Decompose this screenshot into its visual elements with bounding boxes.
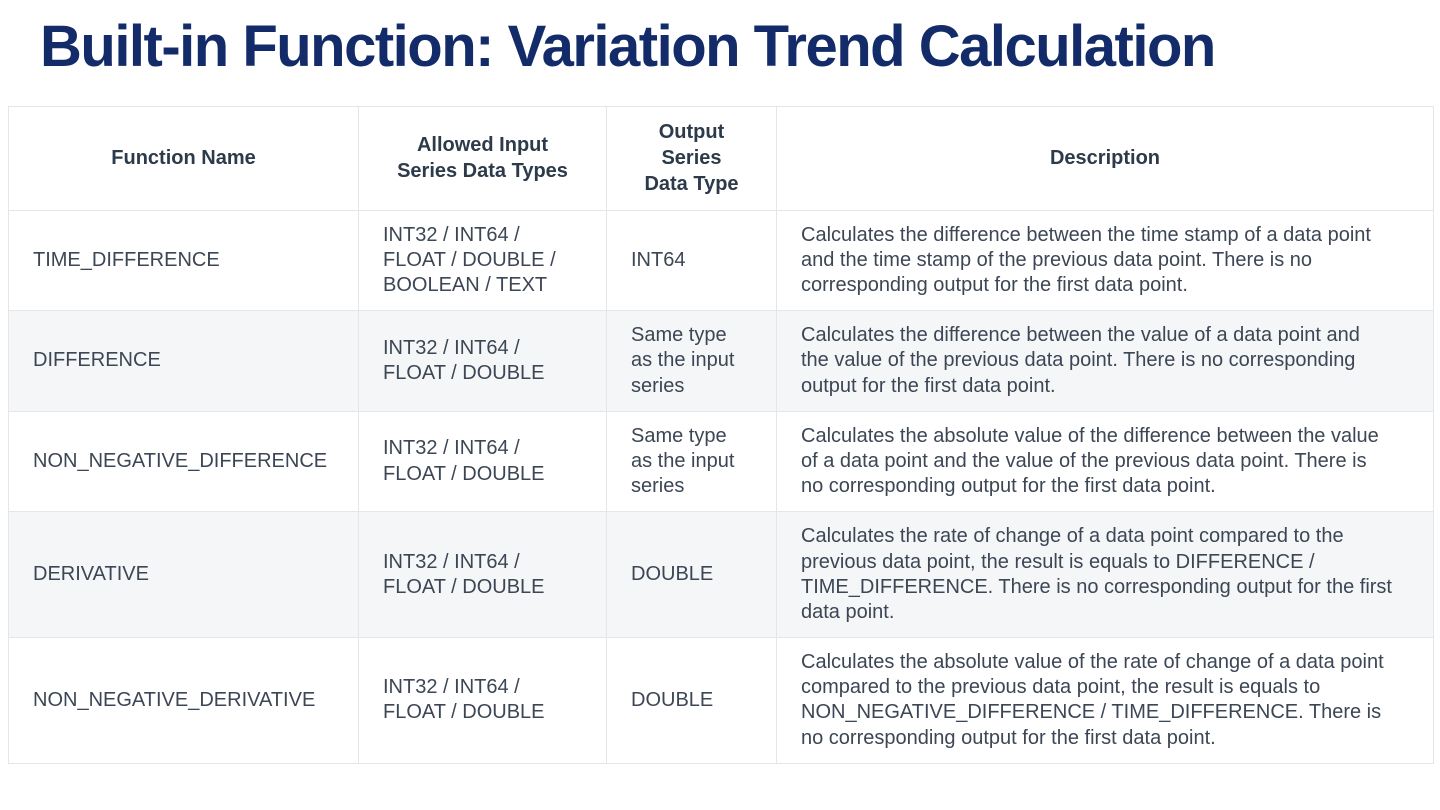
table-header: Function Name Allowed Input Series Data …	[8, 105, 1434, 211]
cell-function-name: NON_NEGATIVE_DIFFERENCE	[8, 410, 359, 513]
cell-function-name: NON_NEGATIVE_DERIVATIVE	[8, 637, 359, 764]
table-row: DIFFERENCE INT32 / INT64 / FLOAT / DOUBL…	[8, 310, 1434, 412]
cell-function-name: DIFFERENCE	[8, 310, 359, 412]
cell-output-type: DOUBLE	[606, 637, 777, 764]
cell-input-types: INT32 / INT64 / FLOAT / DOUBLE	[358, 511, 607, 639]
cell-description: Calculates the absolute value of the dif…	[776, 410, 1434, 513]
cell-output-type: Same type as the input series	[606, 310, 777, 412]
cell-function-name: TIME_DIFFERENCE	[8, 209, 359, 312]
table-row: DERIVATIVE INT32 / INT64 / FLOAT / DOUBL…	[8, 511, 1434, 639]
cell-input-types: INT32 / INT64 / FLOAT / DOUBLE	[358, 310, 607, 412]
header-output-type: Output Series Data Type	[606, 105, 777, 211]
header-function-name: Function Name	[8, 105, 359, 211]
header-input-types: Allowed Input Series Data Types	[358, 105, 607, 211]
cell-output-type: DOUBLE	[606, 511, 777, 639]
cell-input-types: INT32 / INT64 / FLOAT / DOUBLE	[358, 410, 607, 513]
cell-description: Calculates the rate of change of a data …	[776, 511, 1434, 639]
header-description: Description	[776, 105, 1434, 211]
table-row: NON_NEGATIVE_DERIVATIVE INT32 / INT64 / …	[8, 637, 1434, 764]
header-row: Function Name Allowed Input Series Data …	[8, 105, 1434, 211]
cell-description: Calculates the absolute value of the rat…	[776, 637, 1434, 764]
cell-output-type: Same type as the input series	[606, 410, 777, 513]
table-row: TIME_DIFFERENCE INT32 / INT64 / FLOAT / …	[8, 209, 1434, 312]
cell-description: Calculates the difference between the ti…	[776, 209, 1434, 312]
page-title: Built-in Function: Variation Trend Calcu…	[40, 14, 1216, 79]
cell-output-type: INT64	[606, 209, 777, 312]
cell-description: Calculates the difference between the va…	[776, 310, 1434, 412]
cell-input-types: INT32 / INT64 / FLOAT / DOUBLE / BOOLEAN…	[358, 209, 607, 312]
table-row: NON_NEGATIVE_DIFFERENCE INT32 / INT64 / …	[8, 410, 1434, 513]
table-body: TIME_DIFFERENCE INT32 / INT64 / FLOAT / …	[8, 209, 1434, 764]
function-table: Function Name Allowed Input Series Data …	[8, 105, 1434, 764]
cell-function-name: DERIVATIVE	[8, 511, 359, 639]
cell-input-types: INT32 / INT64 / FLOAT / DOUBLE	[358, 637, 607, 764]
